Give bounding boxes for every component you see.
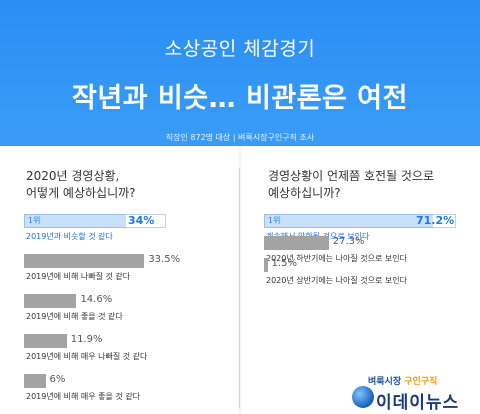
bar-row: 1위 34% [24,214,166,228]
logo-line-1: 벼룩시장 구인구직 [368,374,437,387]
bar-value-label: 34% [128,214,155,227]
right-question-line-2: 예상하십니까? [268,186,341,200]
logo-line-2: 이데이뉴스 [376,393,460,413]
bar-value-label: 33.5% [148,254,181,265]
bar-track [24,214,166,228]
bar-row: 11.9% [24,334,166,348]
globe-icon [352,386,374,408]
bar-value-label: 11.9% [70,334,103,345]
category-label: 2019년에 비해 나빠질 것 같다 [26,272,131,281]
category-label: 2019년에 비해 매우 나빠질 것 같다 [26,352,148,361]
logo-brand: 벼룩시장 [368,377,402,387]
bar-value-label: 14.6% [80,294,113,305]
survey-meta: 직장인 872명 대상 | 벼룩시장구인구직 조사 [165,133,315,142]
bar [24,374,46,388]
bar [24,254,145,268]
bar [264,236,329,250]
bar-value-label: 6% [49,374,66,385]
header-title: 작년과 비슷… 비관론은 여전 [72,83,408,114]
category-label: 2019년과 비슷할 것 같다 [26,232,113,241]
category-label: 2019년에 비해 좋을 것 같다 [26,312,123,321]
left-question-line-1: 2020년 경영상황, [26,169,120,183]
category-label: 2019년에 비해 매우 좋을 것 같다 [26,392,141,401]
bar-value-label: 1.5% [271,258,297,269]
bar [24,334,67,348]
left-chart-panel: 2020년 경영상황, 어떻게 예상하십니까? 1위 34% 2019년과 비슷할 … [0,146,238,414]
publisher-logo: 벼룩시장 구인구직 이데이뉴스 [350,372,476,413]
bar [24,294,77,308]
logo-brand-accent: 구인구직 [404,377,438,387]
bar-row: 1위 71.2% [264,214,456,228]
bar-row: 33.5% [24,254,180,268]
panel-divider [239,168,240,408]
bar-row: 27.3% [264,236,456,250]
left-question-line-2: 어떻게 예상하십니까? [26,186,136,200]
left-question: 2020년 경영상황, 어떻게 예상하십니까? [26,168,136,202]
bar-row: 14.6% [24,294,166,308]
right-question: 경영상황이 언제쯤 호전될 것으로 예상하십니까? [268,168,434,202]
bar [24,214,127,228]
bar-row: 1.5% [264,258,456,272]
rank-label: 1위 [268,216,281,225]
category-label: 2020년 상반기에는 나아질 것으로 보인다 [266,276,407,285]
bar-track [264,214,456,228]
header-subtitle: 소상공인 체감경기 [164,38,316,60]
bar-value-label: 71.2% [416,214,455,227]
bar-value-label: 27.3% [332,236,365,247]
category-label: 2020년 하반기에는 나아질 것으로 보인다 [266,254,407,263]
bar [264,258,268,272]
bar [264,214,433,228]
bar-row: 6% [24,374,166,388]
rank-label: 1위 [28,216,41,225]
right-question-line-1: 경영상황이 언제쯤 호전될 것으로 [268,169,435,183]
header-banner: 소상공인 체감경기 작년과 비슷… 비관론은 여전 직장인 872명 대상 | … [0,0,480,146]
